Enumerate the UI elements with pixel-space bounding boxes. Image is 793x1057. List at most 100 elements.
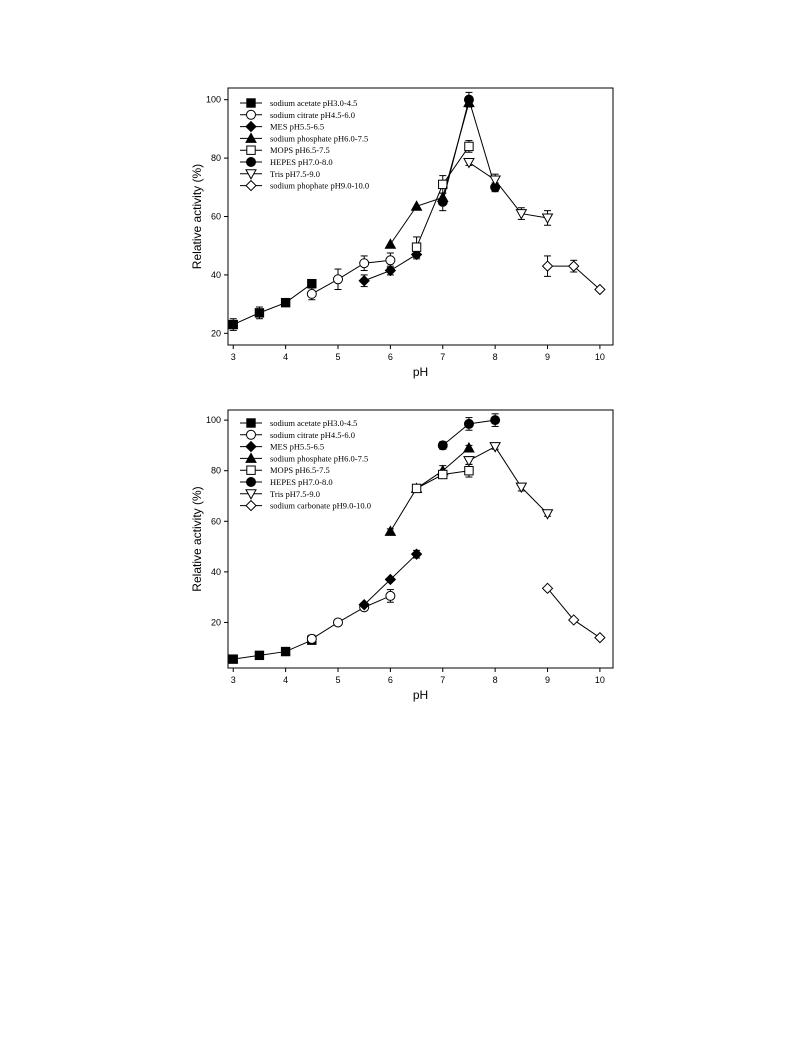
x-tick-label: 5 [335,675,340,685]
data-point [463,157,475,169]
data-point [228,654,238,664]
data-point [333,274,343,285]
legend-label: Tris pH7.5-9.0 [270,169,320,179]
legend-label: sodium citrate pH4.5-6.0 [270,430,355,440]
data-point [307,278,317,289]
series-4 [411,463,474,494]
legend-marker [246,145,256,155]
x-tick-label: 3 [231,675,236,685]
y-tick-label: 40 [211,270,221,280]
data-point [333,617,343,628]
x-tick-label: 4 [283,352,288,362]
x-tick-label: 5 [335,352,340,362]
data-point [384,238,397,249]
data-point [490,415,501,426]
series-line [389,102,470,245]
legend-label: sodium acetate pH3.0-4.5 [270,98,357,108]
data-point [541,213,554,224]
series-7 [541,255,606,296]
series-5 [437,91,501,212]
series-6 [463,157,554,226]
series-1 [306,589,396,644]
data-point [515,482,528,494]
legend-marker [245,169,257,180]
y-axis-title: Relative activity (%) [190,486,204,591]
legend-marker [246,465,256,475]
series-6 [463,442,554,520]
series-line [233,283,313,326]
data-point [384,573,397,586]
data-point [410,548,423,560]
legend-marker [245,489,257,500]
series-5 [437,413,501,451]
x-tick-label: 6 [388,675,393,685]
data-point [280,297,291,308]
data-point [254,308,265,318]
chart-panel-bottom: 3 4 5 6 7 8 9 10 20 40 60 80 100 pH Relative activity … [0,390,793,710]
y-tick-label: 100 [206,415,221,425]
series-1 [306,252,396,301]
y-tick-label: 20 [211,328,221,338]
series-7 [541,582,606,644]
legend-label: MOPS pH6.5-7.5 [270,145,330,155]
data-point [359,258,370,269]
x-tick-label: 6 [388,352,393,362]
y-tick-label: 100 [206,95,221,105]
legend: sodium acetate pH3.0-4.5 sodium citrate p… [240,418,371,512]
legend-marker [246,98,256,108]
legend: sodium acetate pH3.0-4.5 sodium citrate p… [240,98,369,192]
legend-label: sodium acetate pH3.0-4.5 [270,418,357,428]
series-line [468,446,548,515]
series-3 [384,441,475,536]
data-point [568,260,580,272]
data-point [384,264,397,277]
x-tick-label: 10 [595,675,605,685]
legend-marker [246,477,256,487]
legend-label: MOPS pH6.5-7.5 [270,465,330,475]
data-point [463,418,474,429]
legend-marker [246,157,256,167]
data-point [358,275,370,287]
chart-top: 3 4 5 6 7 8 9 10 20 40 60 80 100 pH Relative activity … [190,87,614,379]
series-line [468,162,548,219]
x-tick-label: 3 [231,352,236,362]
data-point [385,590,396,601]
x-tick-label: 7 [440,352,445,362]
data-point [464,466,474,476]
legend-label: Tris pH7.5-9.0 [270,489,320,499]
data-point [594,283,606,296]
y-tick-label: 20 [211,617,221,627]
series-2 [358,548,423,611]
data-point [410,200,423,211]
x-tick-label: 10 [595,352,605,362]
plot-frame [227,409,614,669]
data-point [568,614,580,626]
x-axis-title: pH [413,688,428,702]
data-point [463,441,475,453]
legend-label: sodium citrate pH4.5-6.0 [270,110,355,120]
data-point [489,175,501,187]
series-line [233,639,313,660]
y-axis-title: Relative activity (%) [190,164,204,269]
series-line [311,595,391,640]
data-point [306,633,317,644]
y-tick-label: 80 [211,466,221,476]
legend-marker [246,109,256,120]
legend-label: MES pH5.5-6.5 [270,122,324,132]
data-point [489,442,501,453]
data-point [411,242,422,252]
y-tick-label: 60 [211,212,221,222]
legend-label: HEPES pH7.0-8.0 [270,157,333,167]
series-3 [384,96,475,249]
x-tick-label: 7 [440,675,445,685]
legend-marker [245,179,257,192]
legend-label: sodium phosphate pH6.0-7.5 [270,453,368,463]
data-point [438,179,448,190]
series-line [389,447,470,532]
data-point [438,469,448,480]
y-tick-label: 80 [211,153,221,163]
series-line [547,588,601,639]
data-point [385,255,396,266]
legend-marker [245,120,257,133]
x-tick-label: 4 [283,675,288,685]
